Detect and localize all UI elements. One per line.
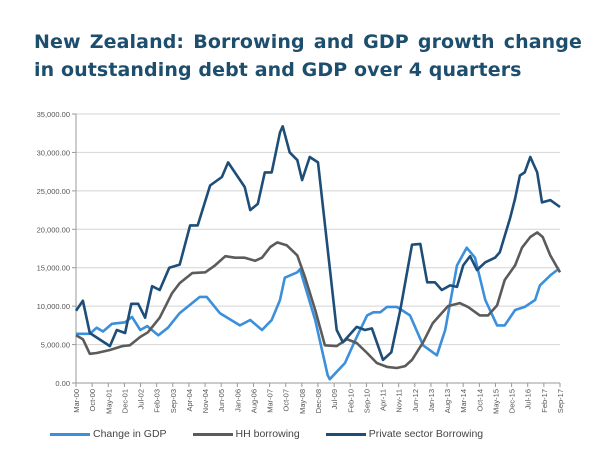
x-tick-label: Oct-14 bbox=[475, 389, 484, 412]
x-tick-label: Nov-11 bbox=[395, 389, 404, 413]
x-tick-label: Feb-10 bbox=[346, 389, 355, 413]
x-tick-label: Dec-08 bbox=[314, 389, 323, 413]
legend-swatch bbox=[192, 432, 233, 436]
chart-title: New Zealand: Borrowing and GDP growth ch… bbox=[34, 31, 582, 81]
x-tick-label: May-15 bbox=[491, 389, 500, 414]
x-tick-label: Mar-00 bbox=[72, 389, 81, 413]
x-tick-label: Jan-13 bbox=[427, 389, 436, 412]
legend-swatch bbox=[50, 432, 90, 436]
x-tick-label: Dec-01 bbox=[120, 389, 129, 413]
y-tick-label: 15,000.00 bbox=[37, 264, 70, 273]
series-line-hh-borrowing bbox=[75, 231, 562, 370]
x-tick-label: Oct-00 bbox=[88, 389, 97, 412]
x-tick-label: May-01 bbox=[104, 389, 113, 414]
x-tick-label: Jan-06 bbox=[233, 389, 242, 412]
x-tick-label: Mar-07 bbox=[266, 389, 275, 413]
legend-item: Private sector Borrowing bbox=[325, 428, 484, 440]
x-tick-label: Oct-07 bbox=[282, 389, 291, 412]
x-tick-label: Jul-09 bbox=[330, 389, 339, 409]
x-tick-label: Jun-05 bbox=[217, 389, 226, 412]
x-tick-label: Jul-16 bbox=[524, 389, 533, 409]
x-tick-label: Apr-04 bbox=[185, 389, 194, 412]
x-tick-label: Feb-03 bbox=[153, 389, 162, 413]
x-tick-label: Jul-02 bbox=[137, 389, 146, 409]
legend-label: HH borrowing bbox=[235, 428, 300, 440]
x-tick-label: Sep-17 bbox=[556, 389, 565, 413]
legend-label: Change in GDP bbox=[93, 428, 167, 440]
series-line-change-in-gdp bbox=[76, 246, 559, 381]
y-tick-label: 0.00 bbox=[55, 379, 70, 388]
y-tick-label: 20,000.00 bbox=[37, 225, 70, 234]
x-tick-label: Jun-12 bbox=[411, 389, 420, 412]
y-tick-label: 10,000.00 bbox=[37, 302, 70, 311]
series-line-private-sector-borrowing bbox=[74, 125, 561, 362]
x-tick-label: Aug-06 bbox=[249, 389, 258, 413]
legend-swatch bbox=[325, 432, 366, 436]
y-tick-label: 35,000.00 bbox=[37, 110, 70, 119]
x-tick-label: Dec-15 bbox=[508, 389, 517, 413]
x-tick-label: Sep-03 bbox=[169, 389, 178, 413]
legend-label: Private sector Borrowing bbox=[368, 428, 484, 440]
y-tick-label: 25,000.00 bbox=[37, 187, 70, 196]
x-tick-label: Feb-17 bbox=[540, 389, 549, 413]
x-tick-label: Aug-13 bbox=[443, 389, 452, 413]
y-tick-label: 5,000.00 bbox=[41, 341, 70, 350]
x-tick-label: May-08 bbox=[298, 389, 307, 414]
x-tick-label: Nov-04 bbox=[201, 389, 210, 413]
y-tick-label: 30,000.00 bbox=[37, 148, 70, 157]
legend-item: Change in GDP bbox=[50, 428, 167, 440]
x-tick-label: Sep-10 bbox=[362, 389, 371, 413]
legend-item: HH borrowing bbox=[192, 428, 300, 440]
x-tick-label: Mar-14 bbox=[459, 389, 468, 413]
legend: Change in GDP HH borrowing Private sector … bbox=[50, 428, 570, 440]
x-tick-label: Apr-11 bbox=[379, 389, 388, 411]
